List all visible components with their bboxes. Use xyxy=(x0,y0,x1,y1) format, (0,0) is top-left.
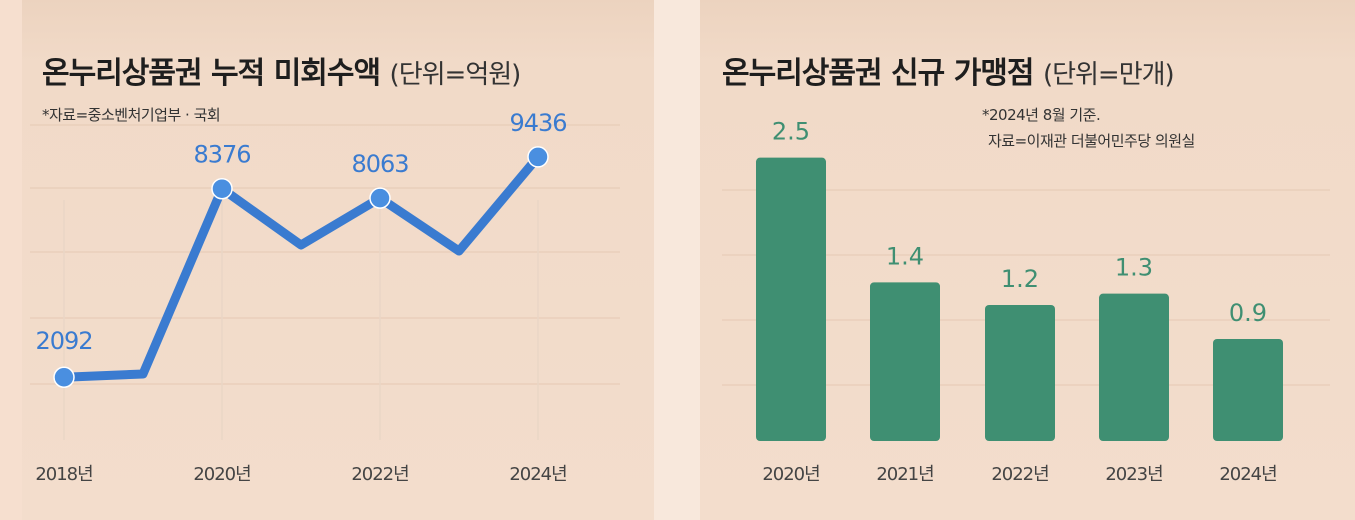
right-title-text: 온누리상품권 신규 가맹점 xyxy=(722,56,1034,91)
line-point-2024 xyxy=(527,146,549,168)
bar-value-label-3: 1.3 xyxy=(1115,254,1153,282)
bar-2024년 xyxy=(1213,339,1283,441)
line-point-2020 xyxy=(211,177,233,200)
bar-2023년 xyxy=(1099,293,1169,441)
bar-x-tick-2: 2022년 xyxy=(991,464,1048,485)
bar-value-label-4: 0.9 xyxy=(1229,299,1267,327)
line-point-2022 xyxy=(369,187,391,209)
left-source-note: *자료=중소벤처기업부 · 국회 xyxy=(42,106,221,124)
bar-x-tick-4: 2024년 xyxy=(1219,464,1276,485)
right-chart-title: 온누리상품권 신규 가맹점 (단위=만개) xyxy=(722,48,1175,92)
bar-value-label-1: 1.4 xyxy=(886,242,924,270)
line-x-tick-2020: 2020년 xyxy=(193,464,250,485)
bar-2021년 xyxy=(870,282,940,441)
line-series xyxy=(59,152,543,382)
bar-x-tick-0: 2020년 xyxy=(762,464,819,485)
line-value-label-2018: 2092 xyxy=(35,327,92,355)
bar-value-label-0: 2.5 xyxy=(772,118,810,146)
panel-divider xyxy=(654,0,700,520)
left-title-unit: (단위=억원) xyxy=(389,60,522,90)
right-title-unit: (단위=만개) xyxy=(1042,60,1175,90)
line-value-label-2020: 8376 xyxy=(193,141,250,169)
bar-2022년 xyxy=(985,305,1055,441)
right-note-line1: *2024년 8월 기준. xyxy=(982,106,1101,124)
line-value-label-2022: 8063 xyxy=(351,150,408,178)
bar-value-label-2: 1.2 xyxy=(1001,265,1039,293)
bar-x-tick-3: 2023년 xyxy=(1105,464,1162,485)
left-title-text: 온누리상품권 누적 미회수액 xyxy=(42,56,381,91)
line-point-2018 xyxy=(53,366,75,388)
line-x-tick-2018: 2018년 xyxy=(35,464,92,485)
line-x-tick-2024: 2024년 xyxy=(509,464,566,485)
left-panel xyxy=(22,0,654,520)
bar-2020년 xyxy=(756,157,826,441)
right-note-line2: 자료=이재관 더불어민주당 의원실 xyxy=(988,132,1195,150)
left-chart-title: 온누리상품권 누적 미회수액 (단위=억원) xyxy=(42,48,522,92)
bar-x-tick-1: 2021년 xyxy=(876,464,933,485)
line-value-label-2024: 9436 xyxy=(509,109,566,137)
line-x-tick-2022: 2022년 xyxy=(351,464,408,485)
